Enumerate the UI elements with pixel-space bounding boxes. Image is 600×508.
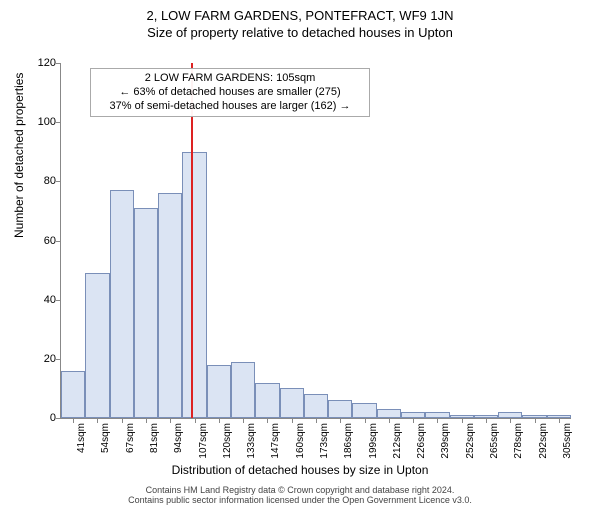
y-tick-label: 60 <box>31 235 56 247</box>
x-tick-mark <box>316 418 317 423</box>
histogram-bar <box>304 394 328 418</box>
y-tick-mark <box>56 63 61 64</box>
x-tick-mark <box>340 418 341 423</box>
y-tick-mark <box>56 181 61 182</box>
y-tick-mark <box>56 418 61 419</box>
x-tick-mark <box>146 418 147 423</box>
x-tick-mark <box>389 418 390 423</box>
histogram-bar <box>255 383 279 419</box>
x-axis-label: Distribution of detached houses by size … <box>0 463 600 477</box>
histogram-bar <box>328 400 352 418</box>
y-tick-label: 120 <box>31 57 56 69</box>
annotation-line3: 37% of semi-detached houses are larger (… <box>95 100 365 114</box>
x-tick-mark <box>292 418 293 423</box>
x-tick-mark <box>486 418 487 423</box>
x-tick-mark <box>243 418 244 423</box>
x-tick-mark <box>535 418 536 423</box>
x-tick-mark <box>170 418 171 423</box>
histogram-bar <box>207 365 231 418</box>
y-tick-label: 40 <box>31 294 56 306</box>
x-tick-mark <box>267 418 268 423</box>
x-tick-mark <box>510 418 511 423</box>
histogram-bar <box>280 388 304 418</box>
annotation-line1: 2 LOW FARM GARDENS: 105sqm <box>95 72 365 86</box>
y-tick-label: 100 <box>31 116 56 128</box>
y-tick-label: 0 <box>31 412 56 424</box>
histogram-bar <box>352 403 376 418</box>
y-tick-label: 20 <box>31 353 56 365</box>
x-tick-mark <box>73 418 74 423</box>
histogram-bar <box>85 273 109 418</box>
histogram-bar <box>182 152 206 418</box>
y-tick-label: 80 <box>31 175 56 187</box>
x-tick-mark <box>195 418 196 423</box>
histogram-bar <box>110 190 134 418</box>
annotation-line2: ← 63% of detached houses are smaller (27… <box>95 86 365 100</box>
histogram-bar <box>377 409 401 418</box>
y-tick-mark <box>56 241 61 242</box>
chart-footer: Contains HM Land Registry data © Crown c… <box>5 486 595 506</box>
chart-title-sub: Size of property relative to detached ho… <box>0 25 600 40</box>
y-tick-mark <box>56 122 61 123</box>
histogram-bar <box>134 208 158 418</box>
x-tick-mark <box>437 418 438 423</box>
x-tick-mark <box>97 418 98 423</box>
histogram-bar <box>231 362 255 418</box>
annotation-box: 2 LOW FARM GARDENS: 105sqm ← 63% of deta… <box>90 68 370 117</box>
y-tick-mark <box>56 300 61 301</box>
footer-line1: Contains HM Land Registry data © Crown c… <box>146 485 455 495</box>
x-tick-mark <box>559 418 560 423</box>
histogram-bar <box>158 193 182 418</box>
x-tick-mark <box>122 418 123 423</box>
x-tick-mark <box>462 418 463 423</box>
x-tick-mark <box>219 418 220 423</box>
x-tick-mark <box>365 418 366 423</box>
y-axis-label: Number of detached properties <box>12 73 26 238</box>
y-tick-mark <box>56 359 61 360</box>
chart-title-main: 2, LOW FARM GARDENS, PONTEFRACT, WF9 1JN <box>0 8 600 23</box>
histogram-bar <box>61 371 85 418</box>
x-tick-mark <box>413 418 414 423</box>
